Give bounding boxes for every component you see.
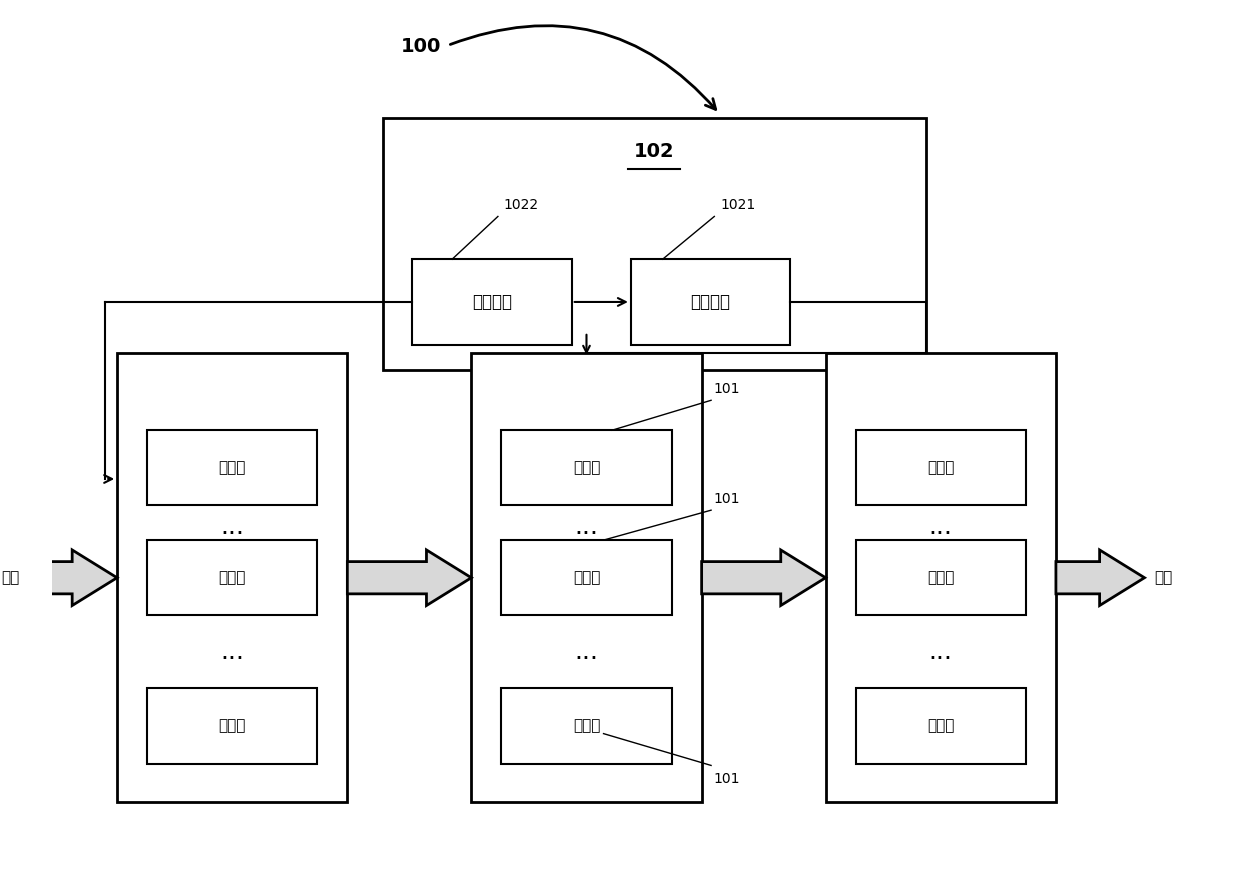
FancyBboxPatch shape xyxy=(117,354,347,802)
Text: 100: 100 xyxy=(401,36,441,56)
Text: ...: ... xyxy=(929,515,952,539)
Text: 处理器: 处理器 xyxy=(928,461,955,475)
Text: 输出: 输出 xyxy=(1154,570,1172,585)
Text: 1022: 1022 xyxy=(503,198,539,212)
FancyBboxPatch shape xyxy=(383,118,926,370)
FancyBboxPatch shape xyxy=(412,259,572,345)
FancyBboxPatch shape xyxy=(471,354,702,802)
Text: 处理器: 处理器 xyxy=(573,570,600,585)
Polygon shape xyxy=(29,550,117,606)
Polygon shape xyxy=(1056,550,1145,606)
Text: 101: 101 xyxy=(713,382,740,396)
Text: 处理器: 处理器 xyxy=(928,570,955,585)
FancyBboxPatch shape xyxy=(826,354,1056,802)
FancyBboxPatch shape xyxy=(148,541,317,615)
FancyBboxPatch shape xyxy=(856,688,1025,764)
FancyBboxPatch shape xyxy=(856,541,1025,615)
Text: 102: 102 xyxy=(634,142,675,161)
FancyBboxPatch shape xyxy=(501,688,672,764)
FancyBboxPatch shape xyxy=(501,541,672,615)
Text: ...: ... xyxy=(221,515,244,539)
Text: 处理器: 处理器 xyxy=(928,719,955,733)
Text: 处理器: 处理器 xyxy=(218,570,246,585)
Polygon shape xyxy=(347,550,471,606)
FancyBboxPatch shape xyxy=(148,430,317,506)
FancyBboxPatch shape xyxy=(148,688,317,764)
Text: 处理器: 处理器 xyxy=(218,719,246,733)
Polygon shape xyxy=(702,550,826,606)
FancyBboxPatch shape xyxy=(631,259,790,345)
Text: 101: 101 xyxy=(713,492,740,506)
Text: 101: 101 xyxy=(713,773,740,786)
Text: 发送模块: 发送模块 xyxy=(472,293,512,311)
Text: 处理器: 处理器 xyxy=(573,461,600,475)
Text: ...: ... xyxy=(574,640,599,664)
Text: 缓存队列: 缓存队列 xyxy=(691,293,730,311)
Text: ...: ... xyxy=(929,640,952,664)
FancyBboxPatch shape xyxy=(856,430,1025,506)
Text: 处理器: 处理器 xyxy=(573,719,600,733)
Text: 处理器: 处理器 xyxy=(218,461,246,475)
Text: 输入: 输入 xyxy=(1,570,19,585)
Text: 1021: 1021 xyxy=(720,198,755,212)
Text: ...: ... xyxy=(221,640,244,664)
Text: ...: ... xyxy=(574,515,599,539)
FancyBboxPatch shape xyxy=(501,430,672,506)
